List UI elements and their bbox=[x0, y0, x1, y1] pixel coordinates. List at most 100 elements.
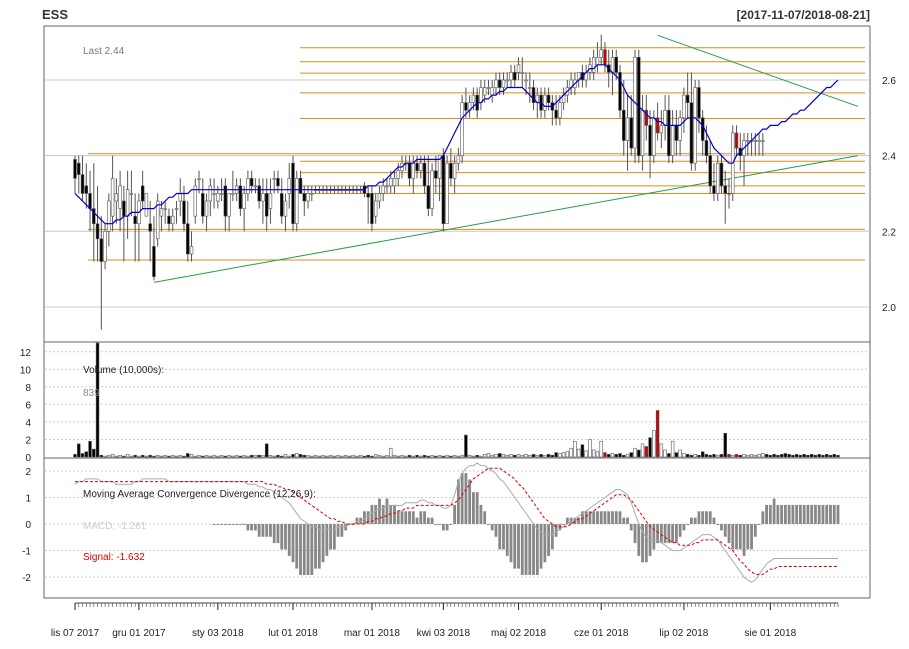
volume-bar bbox=[280, 455, 284, 458]
volume-bar bbox=[159, 455, 164, 458]
candle-body bbox=[389, 178, 393, 187]
candle-body bbox=[693, 87, 697, 164]
macd-histogram-bar bbox=[445, 524, 449, 531]
volume-bar bbox=[783, 453, 788, 458]
volume-bar bbox=[373, 454, 378, 458]
volume-bar bbox=[392, 454, 397, 458]
candle-body bbox=[133, 215, 137, 225]
volume-bar bbox=[772, 454, 776, 458]
candle-body bbox=[92, 208, 96, 225]
macd-histogram-bar bbox=[772, 498, 776, 525]
candle-body bbox=[648, 125, 652, 156]
macd-histogram-bar bbox=[434, 524, 438, 526]
macd-histogram-bar bbox=[460, 473, 464, 525]
candle-body bbox=[490, 87, 494, 96]
macd-histogram-bar bbox=[825, 504, 829, 525]
volume-tick-label: 0 bbox=[25, 453, 31, 464]
macd-histogram-bar bbox=[340, 524, 344, 537]
macd-histogram-bar bbox=[299, 524, 302, 575]
macd-histogram-bar bbox=[411, 511, 415, 525]
macd-histogram-bar bbox=[370, 504, 374, 525]
macd-histogram-bar bbox=[513, 524, 517, 569]
volume-bar bbox=[753, 454, 758, 458]
macd-histogram-bar bbox=[667, 524, 671, 544]
candle-body bbox=[415, 162, 419, 172]
volume-bar bbox=[336, 454, 340, 458]
macd-histogram-bar bbox=[430, 517, 434, 525]
candle-body bbox=[242, 193, 246, 209]
macd-histogram-bar bbox=[644, 524, 648, 563]
candle-body bbox=[471, 94, 476, 103]
volume-bar bbox=[422, 454, 427, 458]
macd-histogram-bar bbox=[596, 511, 599, 525]
trendline bbox=[153, 155, 859, 283]
candle-body bbox=[370, 193, 374, 225]
macd-histogram-bar bbox=[272, 524, 276, 544]
volume-bar bbox=[437, 454, 442, 458]
volume-bar bbox=[738, 454, 742, 458]
macd-histogram-bar bbox=[502, 524, 505, 550]
candle-body bbox=[719, 162, 724, 187]
candle-body bbox=[599, 49, 603, 58]
macd-histogram-bar bbox=[261, 524, 265, 537]
candle-body bbox=[516, 64, 521, 73]
candle-body bbox=[163, 208, 167, 210]
macd-histogram-bar bbox=[659, 524, 663, 544]
macd-histogram-bar bbox=[220, 524, 223, 526]
candle-body bbox=[189, 246, 194, 255]
volume-bar bbox=[475, 454, 479, 458]
macd-histogram-bar bbox=[588, 511, 592, 525]
volume-bar bbox=[178, 454, 182, 458]
volume-bar bbox=[667, 453, 671, 458]
candle-body bbox=[385, 185, 389, 188]
candle-body bbox=[426, 185, 431, 209]
macd-histogram-bar bbox=[381, 504, 385, 525]
candle-body bbox=[73, 159, 77, 179]
candle-body bbox=[659, 125, 664, 134]
macd-histogram-bar bbox=[332, 524, 336, 550]
volume-bar bbox=[118, 454, 122, 458]
date-tick-label: maj 02 2018 bbox=[491, 628, 546, 639]
candle-body bbox=[152, 246, 156, 277]
candle-body bbox=[430, 170, 434, 209]
candle-body bbox=[520, 72, 524, 74]
macd-histogram-bar bbox=[479, 504, 483, 525]
candle-body bbox=[186, 223, 190, 255]
volume-bar bbox=[652, 430, 656, 458]
volume-bar bbox=[817, 454, 821, 458]
volume-bar bbox=[513, 454, 517, 458]
volume-bar bbox=[712, 454, 716, 458]
candle-body bbox=[159, 208, 164, 217]
candle-body bbox=[208, 185, 213, 202]
candle-body bbox=[689, 102, 694, 164]
volume-bar bbox=[452, 454, 457, 458]
candle-body bbox=[479, 87, 483, 103]
volume-bar bbox=[689, 454, 694, 458]
volume-bar bbox=[768, 454, 773, 458]
candle-body bbox=[595, 56, 600, 66]
date-tick-label: cze 01 2018 bbox=[574, 628, 629, 639]
volume-bar bbox=[332, 455, 337, 458]
volume-bar bbox=[809, 454, 814, 458]
macd-histogram-bar bbox=[705, 511, 708, 525]
volume-bar bbox=[155, 454, 160, 458]
volume-bar bbox=[622, 454, 626, 458]
volume-bar bbox=[77, 443, 81, 458]
volume-bar bbox=[137, 455, 141, 458]
volume-bar bbox=[501, 454, 506, 458]
volume-bar bbox=[727, 454, 731, 458]
volume-axis: 0 2 4 6 8 10 12 bbox=[20, 348, 32, 464]
macd-histogram-bar bbox=[738, 524, 742, 550]
volume-bar bbox=[441, 455, 446, 458]
volume-bar bbox=[197, 454, 201, 458]
macd-histogram-bar bbox=[723, 524, 727, 537]
macd-histogram-bar bbox=[802, 504, 806, 525]
macd-histogram-bar bbox=[223, 524, 227, 526]
macd-histogram-bar bbox=[539, 524, 543, 569]
volume-bar bbox=[625, 454, 630, 458]
chart-symbol: ESS bbox=[42, 7, 68, 22]
candle-body bbox=[411, 162, 415, 179]
macd-histogram-bar bbox=[306, 524, 310, 575]
volume-bar bbox=[268, 454, 273, 458]
